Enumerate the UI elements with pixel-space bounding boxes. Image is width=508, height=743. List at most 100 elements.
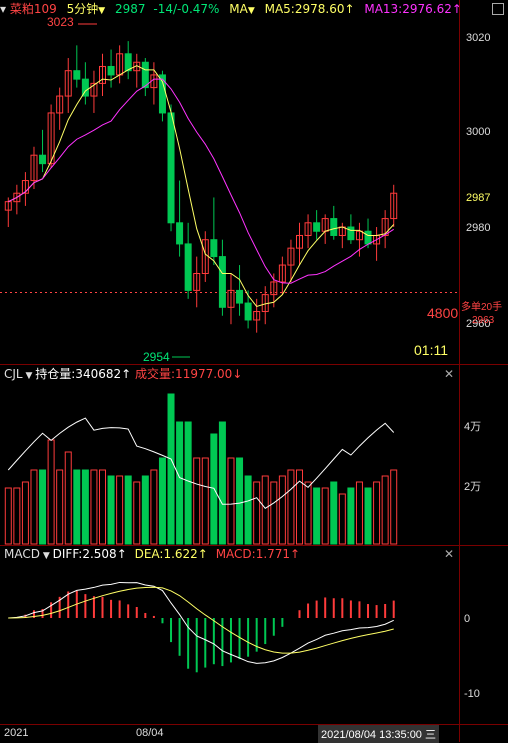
low-annotation: 2954 [143,350,170,364]
volume-bar [4,487,12,545]
volume-bar [99,469,106,545]
dropdown-caret-icon[interactable]: ▾ [0,2,7,16]
volume-bar [158,457,166,545]
volume-bar [124,475,132,545]
close-icon[interactable]: ✕ [444,367,455,381]
candle-body [133,61,141,72]
volume-bar [236,457,244,545]
candle-body [73,70,81,80]
volume-bar [218,421,226,545]
candle-body [244,302,252,321]
candle-body [390,192,398,220]
volume-tick: 2万 [464,481,482,493]
open-interest-line [7,417,395,510]
volume-bar [227,457,235,545]
price-header: ▾ 菜粕109 5分钟▼ 2987 -14/-0.47% MA▼ MA5:297… [0,0,462,18]
volume-bar [201,457,209,545]
volume-bar [90,469,98,545]
volume-bar [373,481,381,545]
volume-bar [381,475,389,545]
volume-bar [304,481,312,545]
candle-body [21,180,29,194]
volume-bar [287,469,295,545]
volume-bar [355,481,363,545]
candle-body [364,230,372,245]
volume-bar [270,481,278,545]
macd-value: MACD:1.771↑ [215,547,301,561]
candle-body [90,82,98,97]
caret-down-icon[interactable]: ▼ [39,551,53,561]
panel-divider [0,545,508,546]
volume-bar [64,451,72,545]
macd-header: MACD ▼ DIFF:2.508↑ DEA:1.622↑ MACD:1.771… [4,545,300,563]
candle-body [56,95,64,114]
dea-value: DEA:1.622↑ [134,547,208,561]
open-interest: 持仓量:340682↑ [35,367,132,381]
volume-bar [81,469,89,545]
volume-bar [261,475,269,545]
macd-title[interactable]: MACD [4,547,40,561]
volume-header: CJL ▼ 持仓量:340682↑ 成交量:11977.00↓ [4,365,242,383]
panel-divider [0,724,508,725]
candle-body [304,222,312,236]
high-annotation: 3023 [47,15,74,29]
macd-tick: 0 [464,613,471,625]
volume-bar [313,487,321,545]
candle-body [330,218,338,236]
candle-body [253,311,261,321]
caret-down-icon[interactable]: ▼ [247,6,255,16]
footer-datetime: 2021/08/04 13:35:00 三 [318,725,439,743]
caret-down-icon[interactable]: ▼ [98,6,106,16]
volume-bar [347,487,355,545]
volume-bar [13,487,21,545]
volume-bar [73,469,81,545]
candle-body [107,65,115,76]
volume-bar [321,487,329,545]
caret-down-icon[interactable]: ▼ [22,371,36,381]
ma13-line [8,78,394,284]
close-icon[interactable]: ✕ [444,547,455,561]
candle-body [167,112,175,224]
volume-bar [150,469,158,545]
candle-body [158,74,166,114]
candle-body [81,78,89,97]
order-label: 多单20手 [461,302,503,313]
candle-body [236,289,244,304]
candle-body [39,154,47,165]
volume-bar [364,487,372,545]
candle-body [193,273,201,291]
price-tick: 2960 [466,318,491,330]
volume-bar [176,421,184,545]
symbol-name[interactable]: 菜粕109 [9,2,57,16]
current-price-tick: 2987 [466,192,491,204]
candle-body [313,222,321,232]
last-price: 2987 [114,2,146,16]
candle-body [218,256,226,308]
volume-bar [253,481,261,545]
ma-selector[interactable]: MA [229,2,248,16]
candle-body [381,218,389,236]
window-restore-icon[interactable] [492,3,504,15]
volume-title[interactable]: CJL [4,367,23,381]
ma5-value: MA5:2978.60↑ [264,2,355,16]
candle-body [64,70,72,97]
volume-bar [193,457,201,545]
period-selector[interactable]: 5分钟 [66,2,99,16]
volume-bar [133,481,141,545]
candle-body [184,243,192,291]
axis-separator [459,0,460,742]
volume-bar [244,475,252,545]
ma13-value: MA13:2976.62↑ [364,2,462,16]
volume-bar [184,421,192,545]
candle-body [227,289,235,308]
footer-year: 2021 [4,727,29,739]
panel-divider [0,364,508,365]
volume-bar [116,475,124,545]
dea-line [8,586,394,654]
volume-bar [30,469,38,545]
volume-bar [296,469,303,545]
candle-body [124,53,132,72]
diff-value: DIFF:2.508↑ [52,547,127,561]
volume-bar [338,493,346,545]
volume-bar [21,481,29,545]
